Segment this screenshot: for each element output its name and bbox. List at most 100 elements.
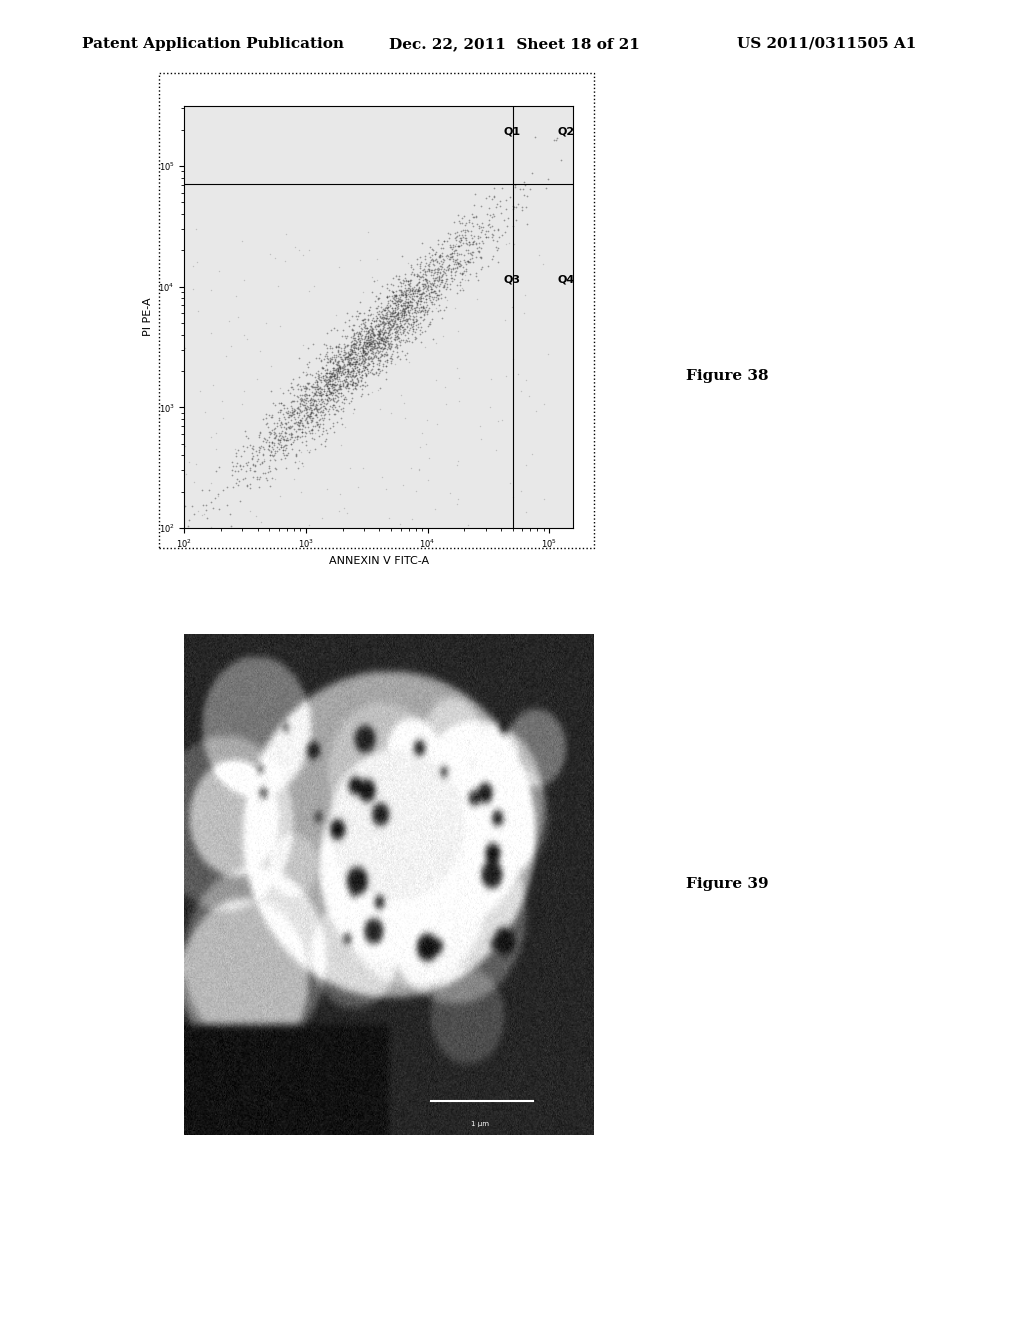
Point xyxy=(374,329,390,350)
Point xyxy=(521,385,538,407)
Point xyxy=(417,275,433,296)
Point xyxy=(369,327,385,348)
Point xyxy=(462,243,478,264)
Point xyxy=(380,312,396,333)
Point xyxy=(365,352,381,374)
Point xyxy=(369,323,385,345)
Point xyxy=(314,388,331,409)
Point xyxy=(314,413,331,434)
Point xyxy=(375,312,391,333)
Point xyxy=(349,368,366,389)
Point xyxy=(395,300,412,321)
Point xyxy=(292,426,308,447)
Point xyxy=(360,322,377,343)
Point xyxy=(351,362,368,383)
Point xyxy=(324,375,340,396)
Point xyxy=(472,216,488,238)
Point xyxy=(297,378,313,399)
Point xyxy=(473,246,489,267)
Point xyxy=(226,461,243,482)
Point xyxy=(326,366,342,387)
Point xyxy=(211,260,227,281)
Point xyxy=(309,399,326,420)
Point xyxy=(389,317,406,338)
Point xyxy=(388,338,404,359)
Point xyxy=(375,298,391,319)
Point xyxy=(514,199,530,220)
Point xyxy=(415,267,431,288)
Point xyxy=(410,280,426,301)
Point xyxy=(429,275,445,296)
Point xyxy=(260,455,276,477)
Point xyxy=(259,438,275,459)
Point xyxy=(313,384,330,405)
Point xyxy=(438,230,455,251)
Point xyxy=(365,352,381,374)
Point xyxy=(370,341,386,362)
Point xyxy=(214,391,230,412)
Point xyxy=(195,495,211,516)
Point xyxy=(301,405,317,426)
Point xyxy=(409,286,425,308)
Point xyxy=(474,213,490,234)
Point xyxy=(376,329,392,350)
Point xyxy=(372,321,388,342)
Point xyxy=(415,273,431,294)
Point xyxy=(375,315,391,337)
Point xyxy=(311,368,328,389)
Point xyxy=(377,304,393,325)
Point xyxy=(284,404,300,425)
Point xyxy=(379,326,395,347)
Point xyxy=(308,371,325,392)
Point xyxy=(259,430,275,451)
Point xyxy=(414,422,430,444)
Point xyxy=(376,300,392,321)
Point xyxy=(443,261,460,282)
Point xyxy=(362,331,379,352)
Point xyxy=(374,326,390,347)
Point xyxy=(315,380,332,401)
Point xyxy=(211,499,227,520)
Point xyxy=(392,285,409,306)
Point xyxy=(378,308,394,329)
Point xyxy=(430,288,446,309)
Point xyxy=(399,313,416,334)
Point xyxy=(185,279,202,300)
Point xyxy=(300,405,316,426)
Point xyxy=(312,381,329,403)
Point xyxy=(306,379,323,400)
Point xyxy=(297,409,313,430)
Point xyxy=(414,232,430,253)
Point xyxy=(356,335,373,356)
Point xyxy=(193,380,209,401)
Point xyxy=(370,315,386,337)
Point xyxy=(396,301,413,322)
Point xyxy=(518,454,535,475)
Point xyxy=(447,234,464,255)
Point xyxy=(383,333,399,354)
Point xyxy=(355,374,372,395)
Point xyxy=(444,249,461,271)
Point xyxy=(345,334,361,355)
Point xyxy=(395,319,412,341)
Point xyxy=(296,384,312,405)
Point xyxy=(247,454,263,475)
Point xyxy=(390,288,407,309)
Point xyxy=(329,367,345,388)
Point xyxy=(365,363,381,384)
Point xyxy=(309,384,326,405)
Point xyxy=(290,418,306,440)
Point xyxy=(373,308,389,329)
Point xyxy=(419,271,435,292)
Point xyxy=(540,343,556,364)
Point xyxy=(328,352,344,374)
Point xyxy=(409,249,425,271)
Point xyxy=(332,358,348,379)
Point xyxy=(392,272,409,293)
Point xyxy=(327,388,343,409)
Point xyxy=(347,354,364,375)
Point xyxy=(495,178,511,199)
Point xyxy=(464,234,480,255)
Point xyxy=(272,412,289,433)
Point xyxy=(278,412,294,433)
